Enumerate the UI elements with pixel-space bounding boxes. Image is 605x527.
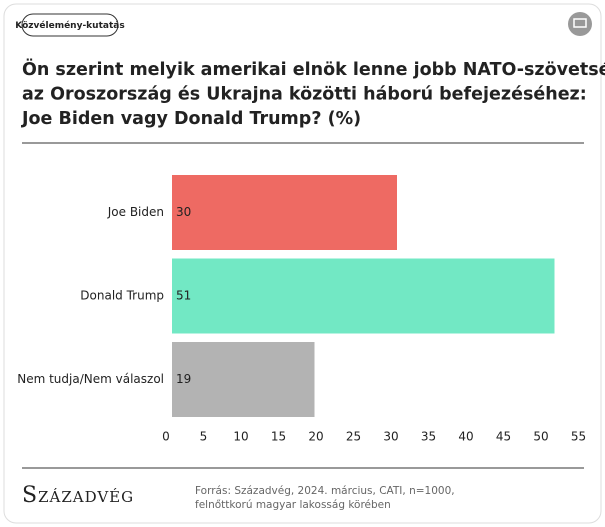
source: felnőttkorú magyar lakosság körében xyxy=(195,499,391,511)
icon-glyph xyxy=(573,18,587,28)
x-tick-label: 50 xyxy=(533,430,548,444)
value-label: 51 xyxy=(176,289,191,303)
x-tick-label: 45 xyxy=(496,430,511,444)
y-tick-label: Joe Biden xyxy=(107,205,164,219)
y-tick-label: Nem tudja/Nem válaszol xyxy=(17,372,164,386)
logo: Századvég xyxy=(22,483,134,508)
x-tick-label: 40 xyxy=(458,430,473,444)
bar xyxy=(172,258,555,334)
bar xyxy=(172,342,315,417)
tag-pill xyxy=(21,13,119,37)
value-label: 30 xyxy=(176,205,191,219)
value-label: 19 xyxy=(176,372,191,386)
chart-title: Ön szerint melyik amerikai elnök lenne j… xyxy=(22,58,605,80)
x-tick-label: 5 xyxy=(200,430,208,444)
x-tick-label: 10 xyxy=(233,430,248,444)
x-tick-label: 0 xyxy=(162,430,170,444)
x-tick-label: 35 xyxy=(421,430,436,444)
bar xyxy=(172,175,397,250)
tag: Közvélemény-kutatás xyxy=(15,20,124,31)
x-tick-label: 20 xyxy=(308,430,323,444)
x-tick-label: 15 xyxy=(271,430,286,444)
x-tick-label: 55 xyxy=(571,430,586,444)
chart-title: Joe Biden vagy Donald Trump? (%) xyxy=(21,109,361,129)
screen-icon[interactable] xyxy=(568,12,592,36)
y-tick-label: Donald Trump xyxy=(80,289,164,303)
source: Forrás: Századvég, 2024. március, CATI, … xyxy=(195,485,455,497)
x-tick-label: 25 xyxy=(346,430,361,444)
x-tick-label: 30 xyxy=(383,430,398,444)
chart-title: az Oroszország és Ukrajna közötti háború… xyxy=(22,85,587,105)
